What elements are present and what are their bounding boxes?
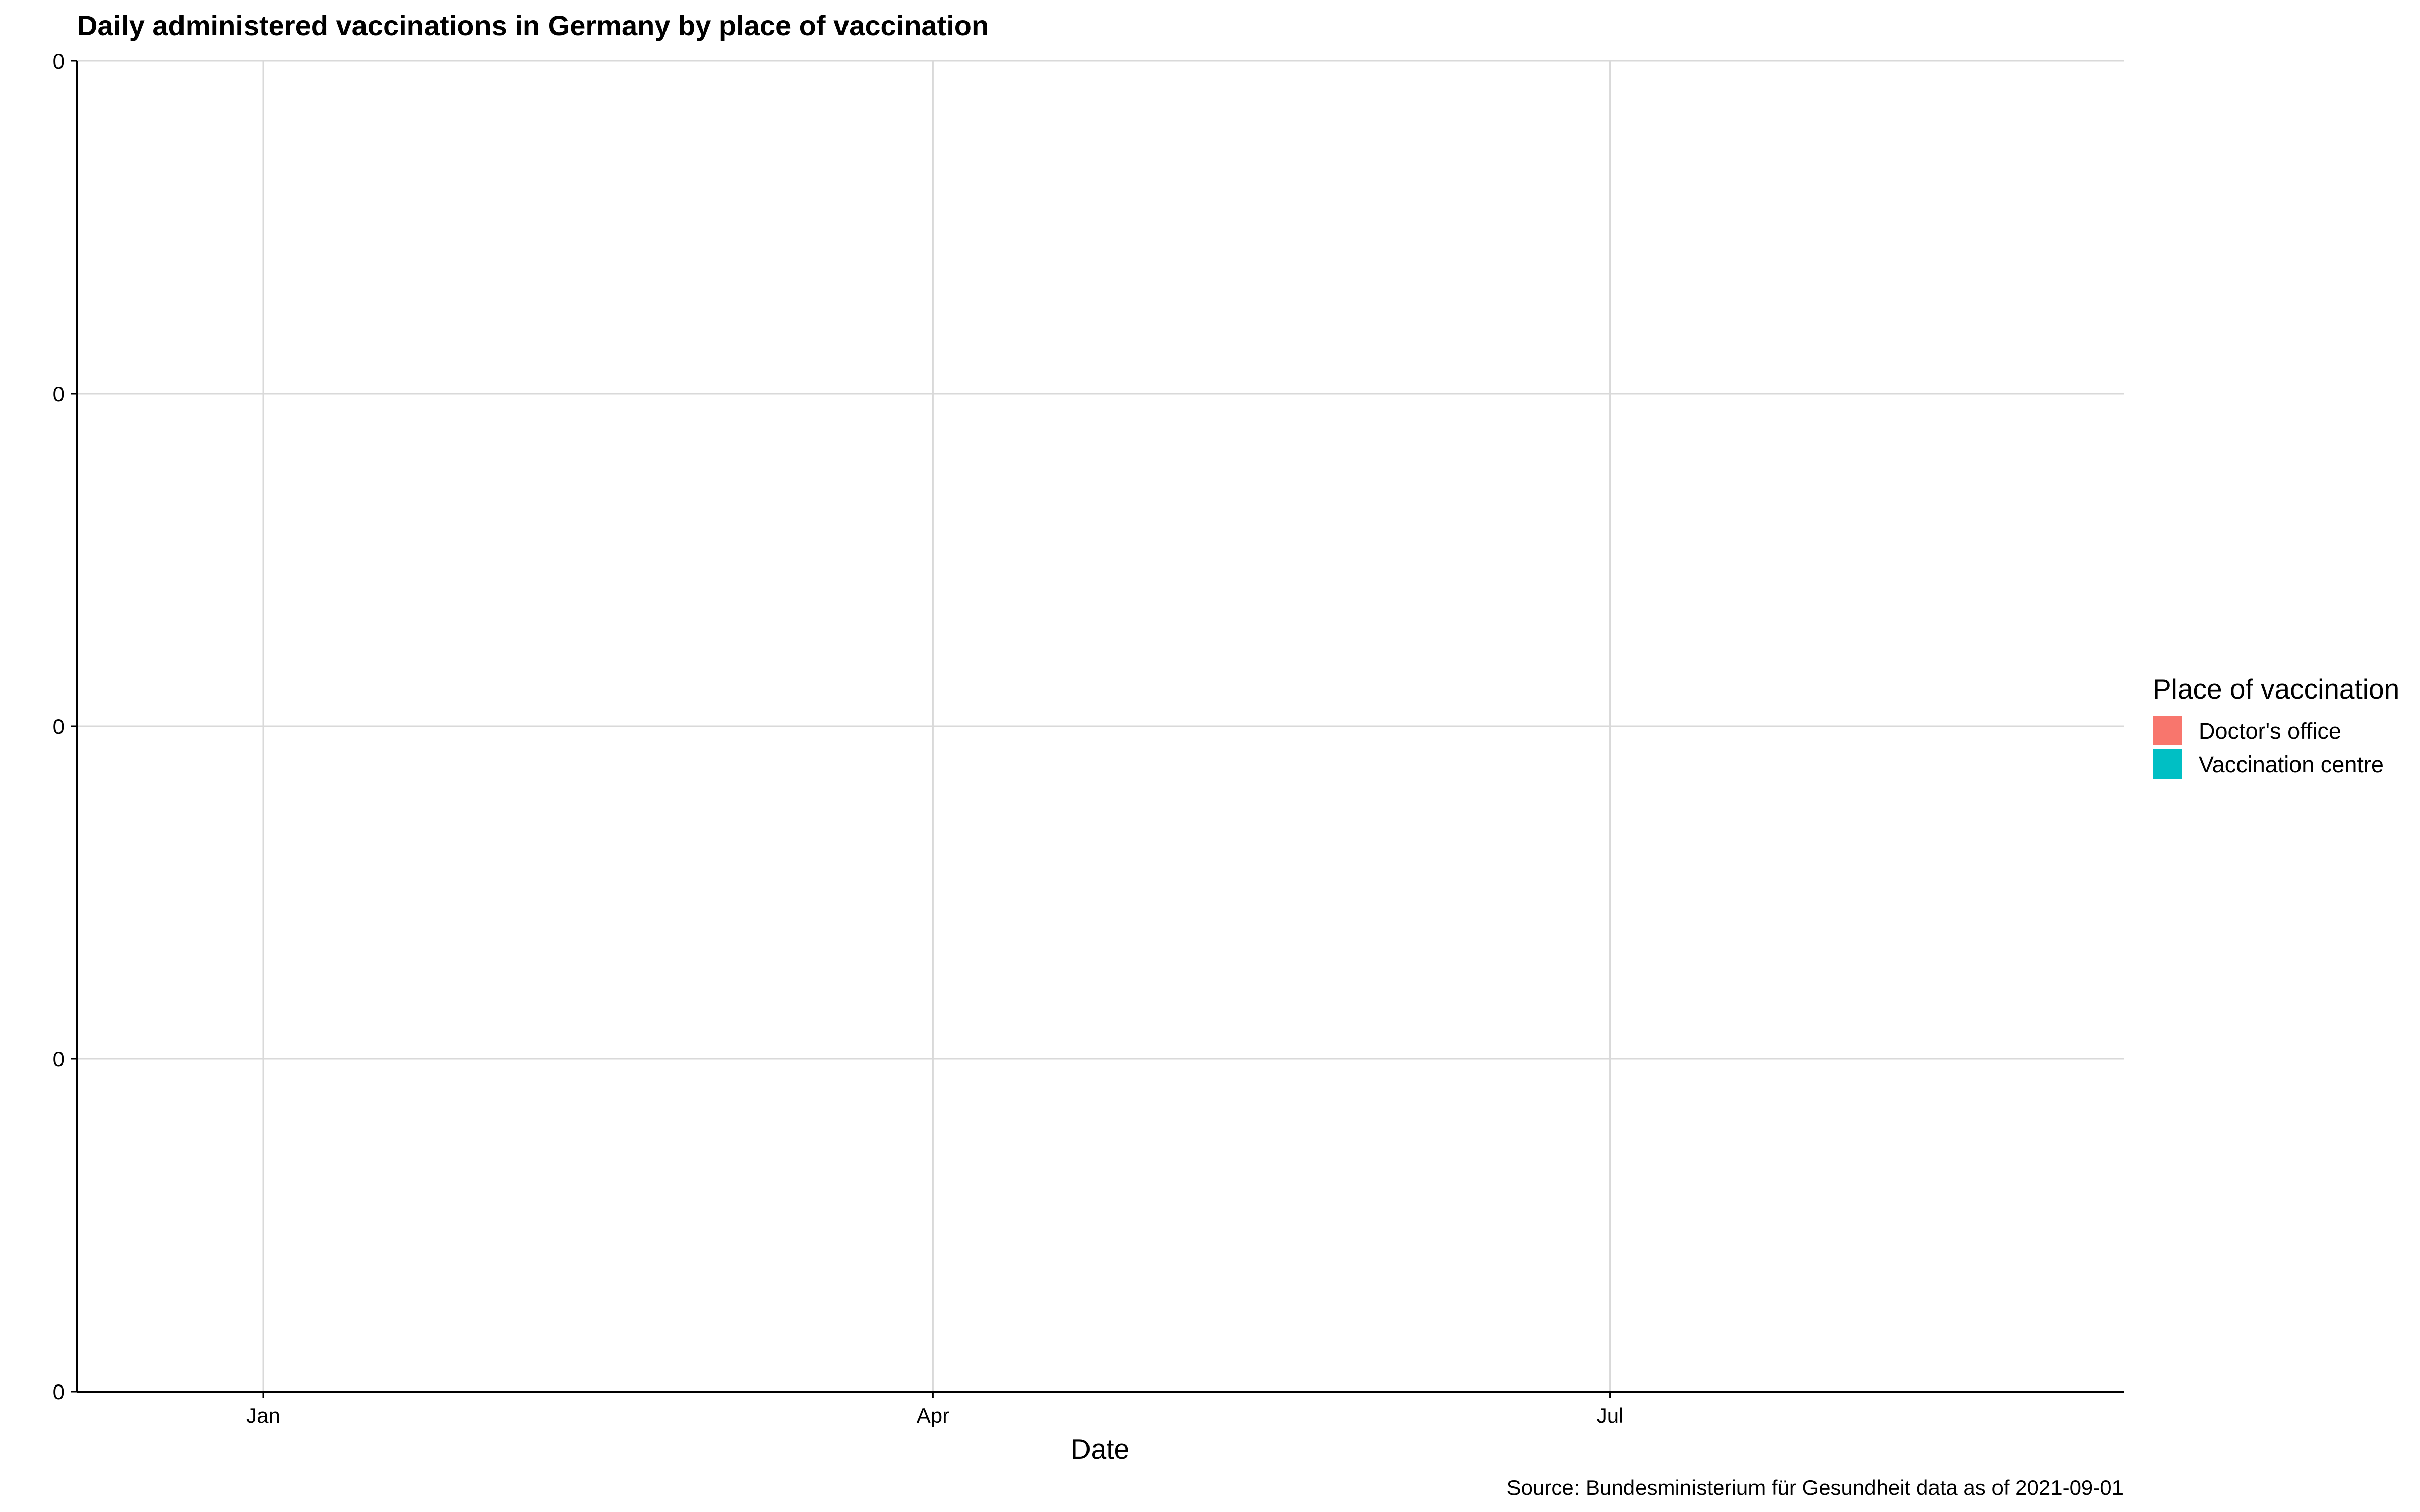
legend-entries: Doctor's office Vaccination centre (2153, 716, 2384, 779)
legend-swatch (2153, 716, 2182, 745)
y-tick-label: 0 (53, 1047, 65, 1071)
x-tick-label: Jan (246, 1404, 280, 1427)
y-tick-labels: 0 0 0 0 0 (53, 49, 77, 1404)
y-tick-label: 0 (53, 49, 65, 73)
grid-lines (77, 60, 2124, 1393)
legend-title: Place of vaccination (2153, 673, 2399, 705)
legend-swatch (2153, 749, 2182, 779)
chart-caption: Source: Bundesministerium für Gesundheit… (1507, 1476, 2124, 1499)
x-tick-label: Jul (1597, 1404, 1624, 1427)
x-tick-label: Apr (917, 1404, 949, 1427)
legend-label: Vaccination centre (2199, 751, 2384, 777)
y-tick-label: 0 (53, 1380, 65, 1404)
x-axis-title: Date (1071, 1433, 1129, 1465)
x-tick-labels: Jan Apr Jul (246, 1392, 1623, 1427)
legend: Place of vaccination Doctor's office Vacc… (2153, 673, 2399, 779)
legend-label: Doctor's office (2199, 718, 2341, 744)
y-tick-label: 0 (53, 382, 65, 406)
chart-title: Daily administered vaccinations in Germa… (77, 10, 989, 41)
y-tick-label: 0 (53, 715, 65, 738)
